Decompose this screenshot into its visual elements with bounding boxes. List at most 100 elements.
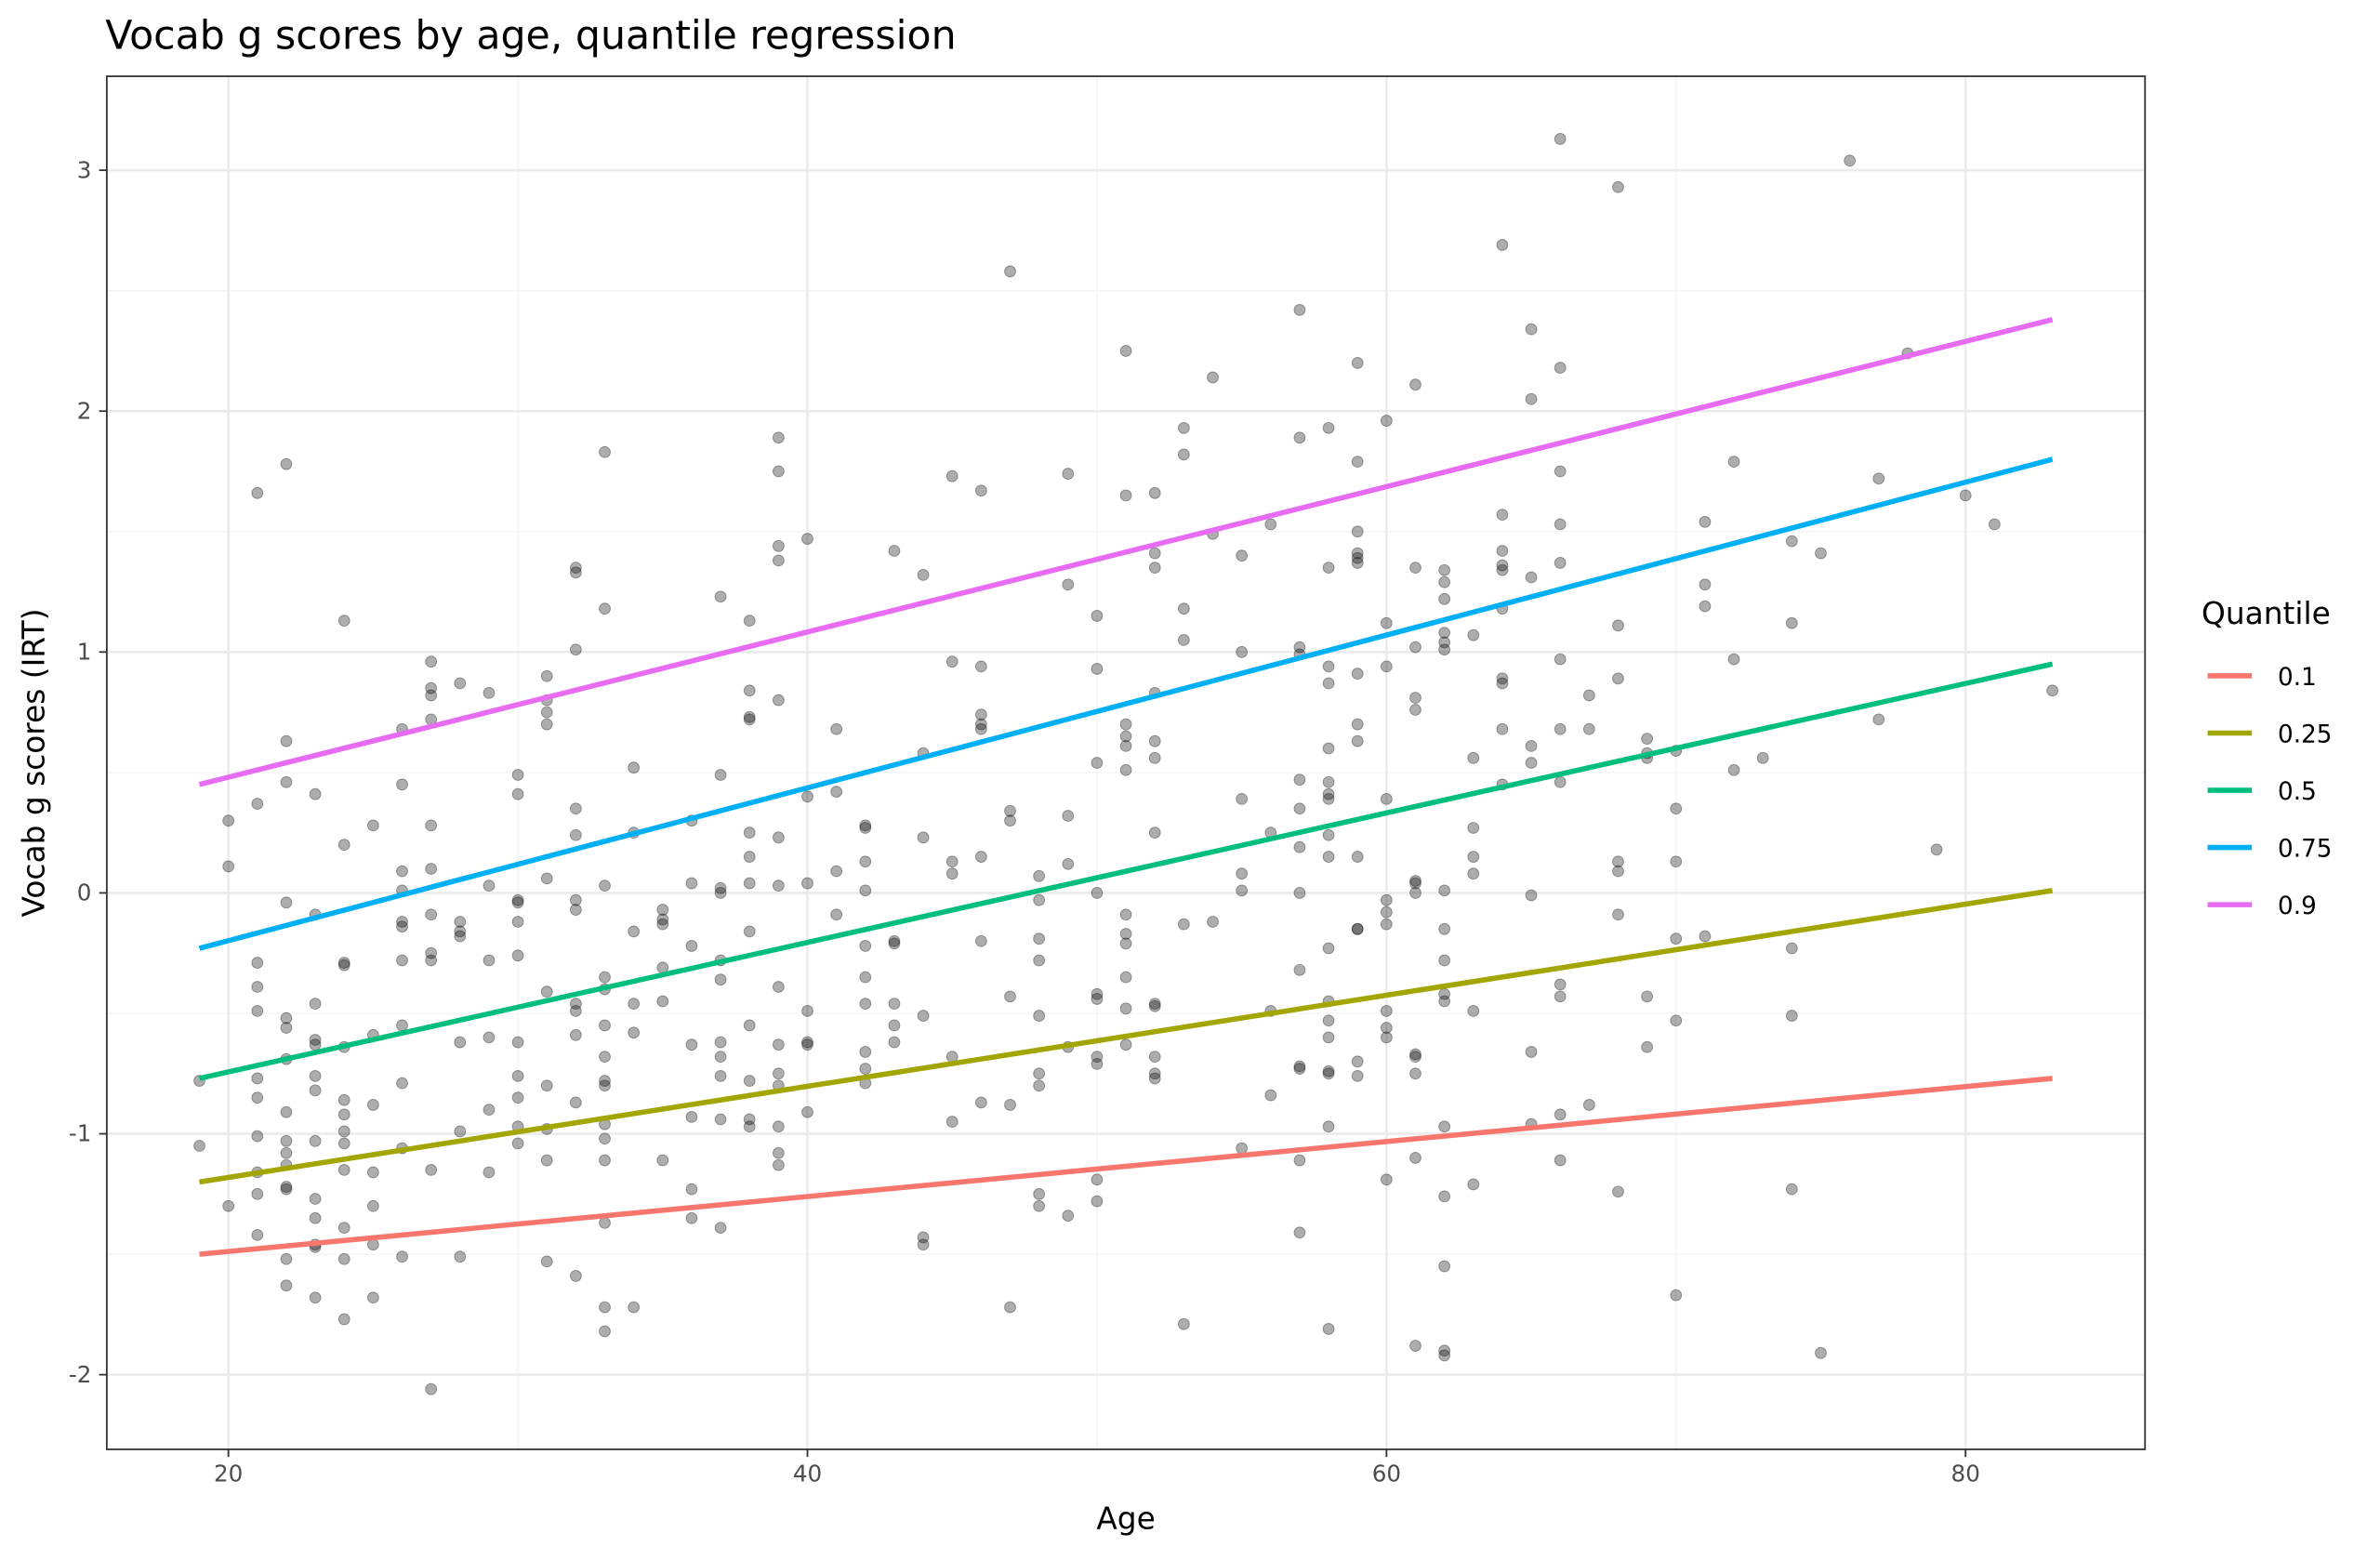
data-point xyxy=(251,1091,264,1104)
data-point xyxy=(628,1026,641,1039)
data-point xyxy=(888,937,901,950)
data-point xyxy=(1177,448,1190,461)
data-point xyxy=(743,1120,756,1133)
data-point xyxy=(1438,1190,1451,1203)
data-point xyxy=(1409,887,1421,899)
legend-label: 0.25 xyxy=(2278,721,2332,748)
data-point xyxy=(685,1038,698,1051)
data-point xyxy=(425,689,438,702)
data-point xyxy=(1322,660,1335,673)
data-point xyxy=(1148,999,1161,1012)
data-point xyxy=(685,877,698,890)
data-point xyxy=(1409,378,1421,391)
data-point xyxy=(1033,1079,1046,1092)
data-point xyxy=(917,831,930,844)
data-point xyxy=(1177,918,1190,931)
data-point xyxy=(337,1222,350,1234)
axes: 20 40 60 80 -2 -1 0 1 2 3 xyxy=(69,156,1980,1487)
data-point xyxy=(1467,751,1480,764)
data-point xyxy=(1351,922,1364,935)
data-point xyxy=(1612,619,1624,632)
data-point xyxy=(1467,851,1480,863)
data-point xyxy=(1119,739,1132,752)
data-point xyxy=(540,985,553,998)
data-point xyxy=(772,879,785,892)
data-point xyxy=(1119,928,1132,940)
data-point xyxy=(685,1111,698,1123)
data-point xyxy=(1815,1346,1827,1359)
data-point xyxy=(396,954,408,967)
data-point xyxy=(540,706,553,719)
data-point xyxy=(511,893,524,906)
data-point xyxy=(511,1091,524,1104)
data-point xyxy=(280,1134,293,1147)
data-point xyxy=(309,1193,322,1205)
data-point xyxy=(917,1238,930,1251)
data-point xyxy=(1322,677,1335,690)
data-point xyxy=(1727,456,1740,469)
data-point xyxy=(1148,826,1161,840)
data-point xyxy=(1409,641,1421,654)
data-point xyxy=(569,562,582,575)
data-point xyxy=(1091,757,1104,769)
data-point xyxy=(540,1079,553,1092)
data-point xyxy=(1554,990,1567,1003)
data-point xyxy=(251,798,264,810)
data-point xyxy=(1236,645,1249,658)
data-point xyxy=(1641,1040,1654,1053)
plot-panel xyxy=(106,76,2146,1449)
data-point xyxy=(1641,733,1654,746)
data-point xyxy=(1496,722,1509,735)
data-point xyxy=(1930,843,1943,856)
data-point xyxy=(801,1105,813,1118)
data-point xyxy=(337,1313,350,1326)
data-point xyxy=(599,1154,611,1167)
data-point xyxy=(1293,303,1306,316)
data-point xyxy=(1293,1063,1306,1075)
data-point xyxy=(830,908,843,921)
data-point xyxy=(1148,998,1161,1011)
data-point xyxy=(1409,1152,1421,1164)
data-point xyxy=(1525,889,1538,902)
data-point xyxy=(628,761,641,774)
data-point xyxy=(337,1252,350,1265)
data-point xyxy=(1119,489,1132,502)
data-point xyxy=(599,1132,611,1145)
data-point xyxy=(396,1077,408,1090)
data-point xyxy=(511,769,524,781)
data-point xyxy=(454,1250,467,1263)
y-tick-label: 0 xyxy=(77,879,92,906)
data-point xyxy=(1554,1154,1567,1167)
data-point xyxy=(859,971,872,984)
data-point xyxy=(366,1099,379,1111)
data-point xyxy=(454,925,467,938)
data-point xyxy=(1467,628,1480,641)
data-point xyxy=(743,826,756,840)
data-point xyxy=(1582,1099,1595,1111)
data-point xyxy=(540,872,553,885)
data-point xyxy=(1844,154,1857,167)
data-point xyxy=(772,1158,785,1171)
data-point xyxy=(540,1154,553,1167)
data-point xyxy=(280,734,293,747)
data-point xyxy=(1033,869,1046,882)
data-point xyxy=(1091,993,1104,1005)
data-point xyxy=(714,1113,727,1126)
data-point xyxy=(1148,734,1161,747)
data-point xyxy=(859,822,872,834)
data-point xyxy=(309,1069,322,1082)
data-point xyxy=(599,1019,611,1032)
data-point xyxy=(974,660,987,673)
data-point xyxy=(425,1382,438,1395)
data-point xyxy=(1785,1183,1798,1196)
data-point xyxy=(454,930,467,943)
data-point xyxy=(337,957,350,969)
data-point xyxy=(1438,1349,1451,1362)
data-point xyxy=(569,1028,582,1041)
data-point xyxy=(1351,668,1364,681)
data-point xyxy=(974,1096,987,1109)
legend-label: 0.1 xyxy=(2278,664,2317,692)
data-point xyxy=(1988,518,2001,531)
data-point xyxy=(1293,840,1306,853)
data-point xyxy=(714,769,727,781)
